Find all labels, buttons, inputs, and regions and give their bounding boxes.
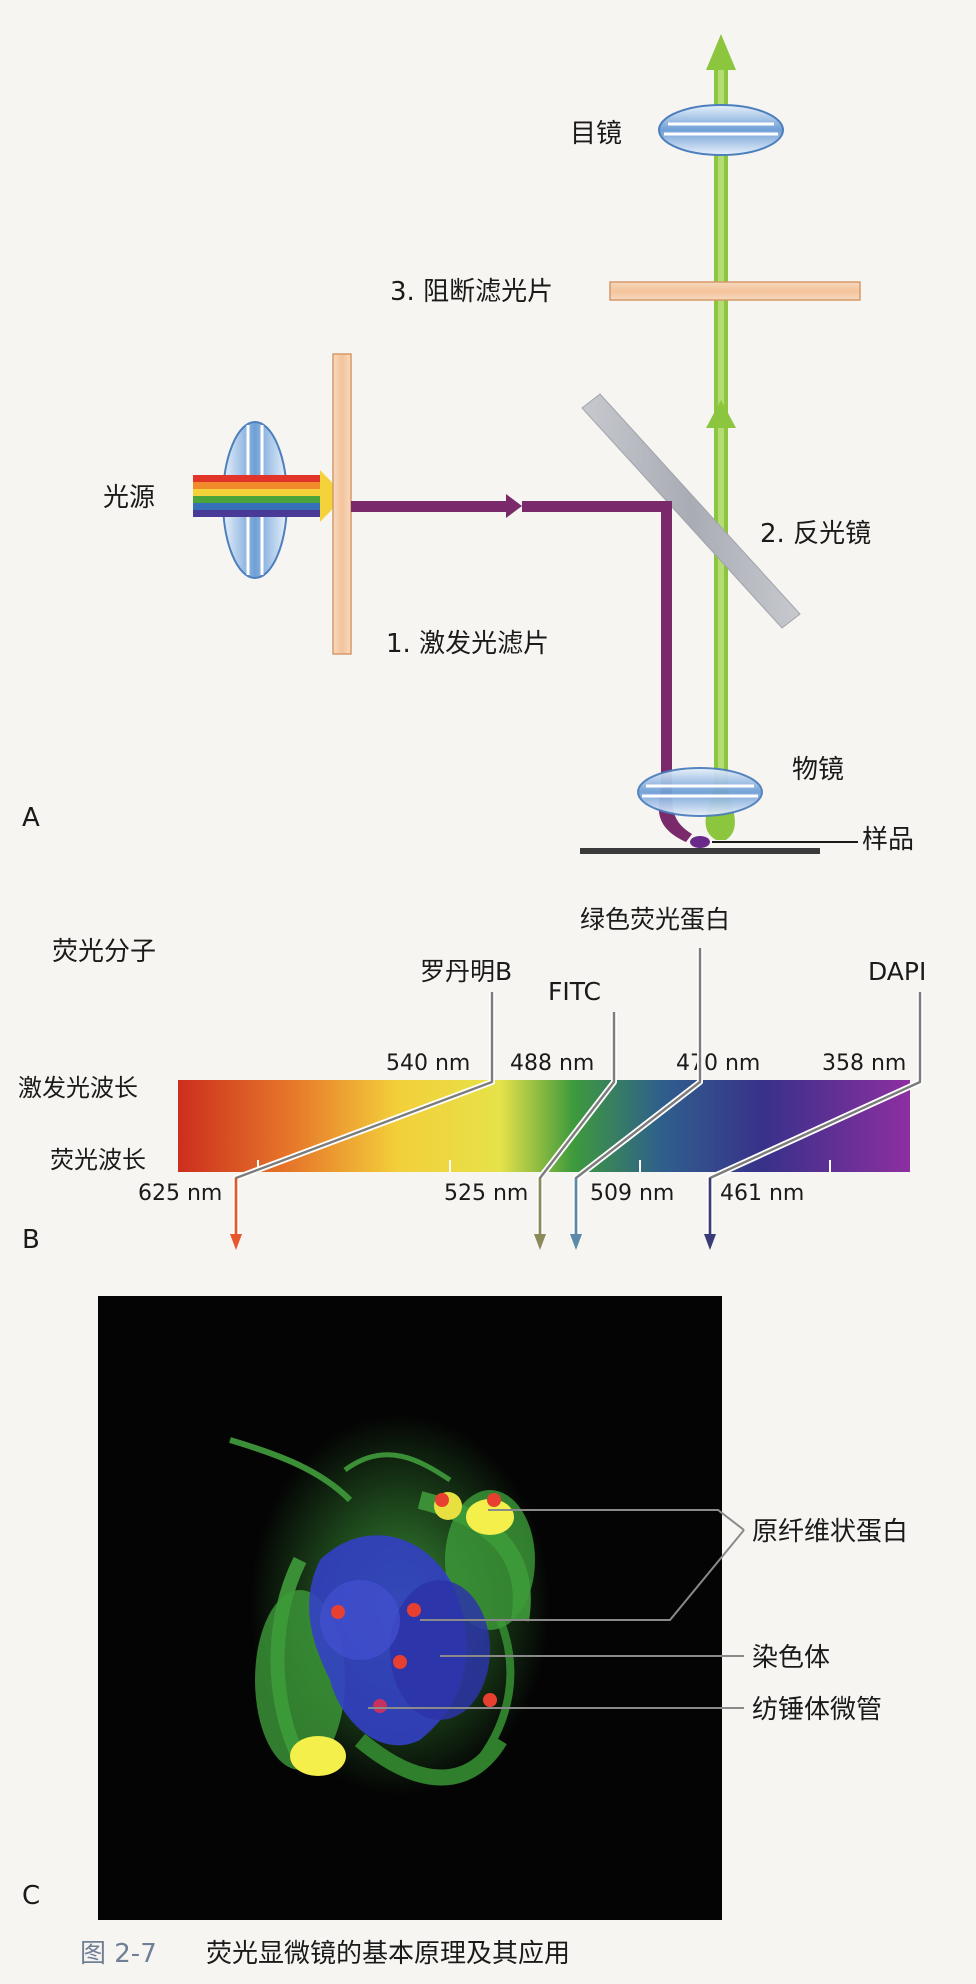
- excitation-fitc: 488 nm: [510, 1051, 594, 1076]
- emission-dapi: 461 nm: [720, 1181, 804, 1206]
- label-chromosome: 染色体: [752, 1643, 830, 1673]
- dichroic-mirror-label: 2. 反光镜: [760, 519, 871, 549]
- eyepiece-lens-icon: [658, 104, 784, 156]
- objective-label: 物镜: [792, 755, 844, 785]
- molecule-name-fitc: FITC: [548, 977, 601, 1006]
- specimen-shape: [580, 836, 858, 854]
- panel-c: 原纤维状蛋白 染色体 纺锤体微管 C: [22, 1296, 908, 1920]
- excitation-filter-shape: [332, 353, 352, 655]
- barrier-filter-shape: [609, 281, 861, 301]
- label-fibrillar-protein: 原纤维状蛋白: [752, 1517, 908, 1547]
- fluorophore-heading: 荧光分子: [52, 937, 156, 967]
- panel-c-letter: C: [22, 1881, 40, 1911]
- emission-gfp: 509 nm: [590, 1181, 674, 1206]
- label-spindle-microtubule: 纺锤体微管: [752, 1695, 882, 1725]
- excitation-rhodamine: 540 nm: [386, 1051, 470, 1076]
- panel-b-letter: B: [22, 1225, 40, 1255]
- molecule-name-rhodamine: 罗丹明B: [420, 957, 512, 986]
- panel-a: 目镜 3. 阻断滤光片 2. 反光镜 光源 1. 激发光滤片: [22, 34, 914, 855]
- emission-fitc: 525 nm: [444, 1181, 528, 1206]
- emission-arrows: [230, 1178, 716, 1250]
- objective-lens-icon: [637, 767, 763, 817]
- caption-figure-number: 图 2-7: [80, 1939, 157, 1969]
- excitation-dapi: 358 nm: [822, 1051, 906, 1076]
- cell-image: [229, 1415, 550, 1795]
- light-source-label: 光源: [103, 483, 155, 513]
- emission-row-label: 荧光波长: [50, 1146, 146, 1174]
- dichroic-mirror-shape: [581, 393, 801, 629]
- micrograph-leaders: [368, 1509, 745, 1709]
- panel-b: 荧光分子 罗丹明B FITC 绿色荧光蛋白 DAPI 540 nm 488 nm…: [18, 905, 926, 1255]
- light-source-beam: [193, 470, 345, 522]
- specimen-label: 样品: [862, 825, 914, 855]
- excitation-filter-label: 1. 激发光滤片: [386, 629, 549, 659]
- molecule-name-dapi: DAPI: [868, 957, 926, 986]
- molecule-name-gfp: 绿色荧光蛋白: [580, 905, 730, 934]
- barrier-filter-label: 3. 阻断滤光片: [390, 277, 553, 307]
- panel-a-letter: A: [22, 803, 40, 833]
- emission-rhodamine: 625 nm: [138, 1181, 222, 1206]
- eyepiece-label: 目镜: [570, 119, 622, 149]
- caption-title: 荧光显微镜的基本原理及其应用: [206, 1939, 570, 1969]
- caption: 图 2-7 荧光显微镜的基本原理及其应用: [80, 1939, 570, 1969]
- excitation-row-label: 激发光波长: [18, 1074, 138, 1102]
- excitation-gfp: 470 nm: [676, 1051, 760, 1076]
